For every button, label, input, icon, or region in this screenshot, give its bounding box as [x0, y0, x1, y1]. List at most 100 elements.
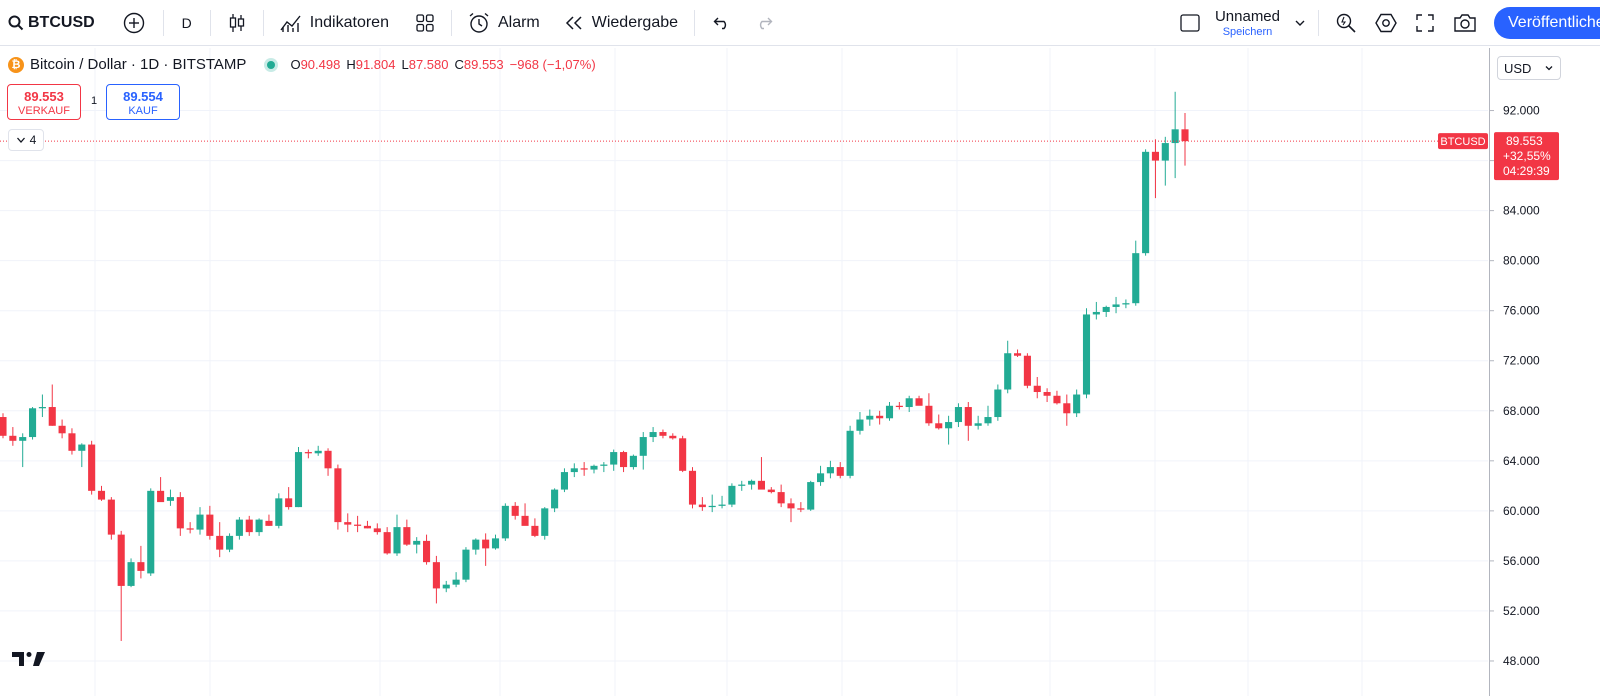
candle — [48, 384, 56, 426]
candle — [226, 533, 234, 553]
candle-body — [403, 527, 411, 545]
settings-hexagon-icon — [1375, 13, 1397, 33]
candle — [698, 497, 706, 511]
candle-body — [1161, 143, 1169, 161]
redo-button[interactable] — [743, 0, 785, 46]
interval-button[interactable]: D — [166, 0, 208, 46]
chart-type-button[interactable] — [213, 0, 261, 46]
candle-body — [38, 407, 46, 409]
separator — [450, 9, 452, 36]
candle-body — [984, 417, 992, 424]
candle — [895, 402, 903, 410]
candle-body — [166, 497, 174, 501]
symbol-search-button[interactable]: BTCUSD — [0, 0, 105, 46]
fullscreen-icon — [1416, 14, 1434, 32]
candle — [856, 412, 864, 435]
candle-body — [19, 437, 27, 441]
candle-body — [639, 437, 647, 456]
candle-body — [324, 450, 332, 469]
layout-save-label[interactable]: Speichern — [1222, 25, 1273, 38]
candle — [787, 498, 795, 523]
candle — [176, 492, 184, 536]
candle — [1122, 299, 1130, 309]
price-axis-label: 52.000 — [1503, 604, 1540, 618]
candle-body — [885, 405, 894, 419]
candle-body — [363, 525, 371, 529]
candle-body — [1151, 151, 1159, 161]
ohlc-values: O90.498 H91.804 L87.580 C89.553 −968 (−1… — [290, 57, 595, 72]
candle — [807, 480, 815, 511]
candle-body — [373, 528, 381, 533]
candle — [511, 502, 519, 520]
candle-body — [659, 432, 667, 436]
compare-add-button[interactable] — [105, 0, 161, 46]
candle — [738, 480, 746, 491]
candle-body — [48, 407, 56, 426]
alarm-button[interactable]: Alarm — [454, 0, 552, 46]
indicators-icon — [280, 15, 301, 32]
undo-button[interactable] — [697, 0, 743, 46]
candle-body — [541, 508, 549, 536]
top-toolbar: BTCUSD D Indikatoren Alarm Wiedergabe Un… — [0, 0, 1600, 46]
indicators-button[interactable]: Indikatoren — [266, 0, 401, 46]
candle-body — [580, 468, 588, 470]
currency-select[interactable]: USD — [1497, 56, 1561, 80]
chart-area[interactable]: 48.000 52.000 56.000 60.000 64.000 68.000 72.0… — [0, 48, 1600, 696]
replay-button[interactable]: Wiedergabe — [552, 0, 692, 46]
candle-body — [1073, 394, 1081, 414]
layout-selector[interactable]: Unnamed Speichern — [1169, 9, 1316, 38]
candle — [905, 395, 913, 413]
candle-body — [127, 562, 135, 586]
candle-body — [344, 522, 352, 525]
candle-body — [620, 452, 628, 468]
candle — [403, 519, 411, 546]
candle-body — [1043, 392, 1051, 396]
candle — [275, 493, 283, 529]
plus-circle-icon — [123, 12, 144, 33]
candle — [590, 464, 598, 474]
fullscreen-button[interactable] — [1406, 0, 1444, 46]
candle — [945, 415, 953, 445]
publish-button[interactable]: Veröffentlichen — [1494, 7, 1600, 39]
legend-title[interactable]: Bitcoin / Dollar · 1D · BITSTAMP — [30, 56, 247, 73]
candle-body — [925, 405, 933, 424]
candle — [255, 518, 263, 536]
buy-button[interactable]: 89.554 KAUF — [106, 84, 180, 120]
candle-body — [196, 514, 204, 530]
candle — [235, 517, 243, 540]
candle — [1161, 136, 1169, 186]
sell-button[interactable]: 89.553 VERKAUF — [7, 84, 81, 120]
candle — [88, 440, 96, 495]
candle — [915, 395, 923, 406]
settings-button[interactable] — [1366, 0, 1406, 46]
candle — [166, 489, 174, 506]
indicators-collapse-button[interactable]: 4 — [8, 129, 44, 151]
candle — [639, 432, 647, 470]
candle-body — [29, 408, 37, 438]
candle — [610, 449, 618, 471]
candle — [1142, 149, 1150, 256]
candle — [127, 558, 135, 588]
candle-body — [117, 534, 125, 586]
market-open-status-icon — [264, 57, 279, 72]
price-axis[interactable]: 48.000 52.000 56.000 60.000 64.000 68.000 72.0… — [1490, 104, 1540, 668]
candle — [629, 454, 637, 470]
candle — [1082, 308, 1091, 399]
candle-body — [1023, 355, 1031, 386]
candle-body — [738, 484, 746, 486]
ohlc-low: L87.580 — [401, 57, 449, 72]
candlestick-chart[interactable]: 48.000 52.000 56.000 60.000 64.000 68.000 72.0… — [0, 48, 1600, 696]
candle-body — [1181, 129, 1189, 142]
candle-body — [1112, 304, 1120, 307]
chart-legend: ₿ Bitcoin / Dollar · 1D · BITSTAMP O90.4… — [8, 56, 596, 73]
candle — [107, 497, 115, 540]
snapshot-button[interactable] — [1444, 0, 1486, 46]
ohlc-close: C89.553 — [454, 57, 504, 72]
quick-search-button[interactable] — [1321, 0, 1366, 46]
candle-body — [206, 514, 214, 536]
tradingview-logo-icon[interactable] — [12, 650, 46, 666]
candle — [1151, 139, 1159, 199]
candle — [954, 403, 962, 428]
templates-button[interactable] — [401, 0, 449, 46]
candle — [974, 415, 982, 430]
